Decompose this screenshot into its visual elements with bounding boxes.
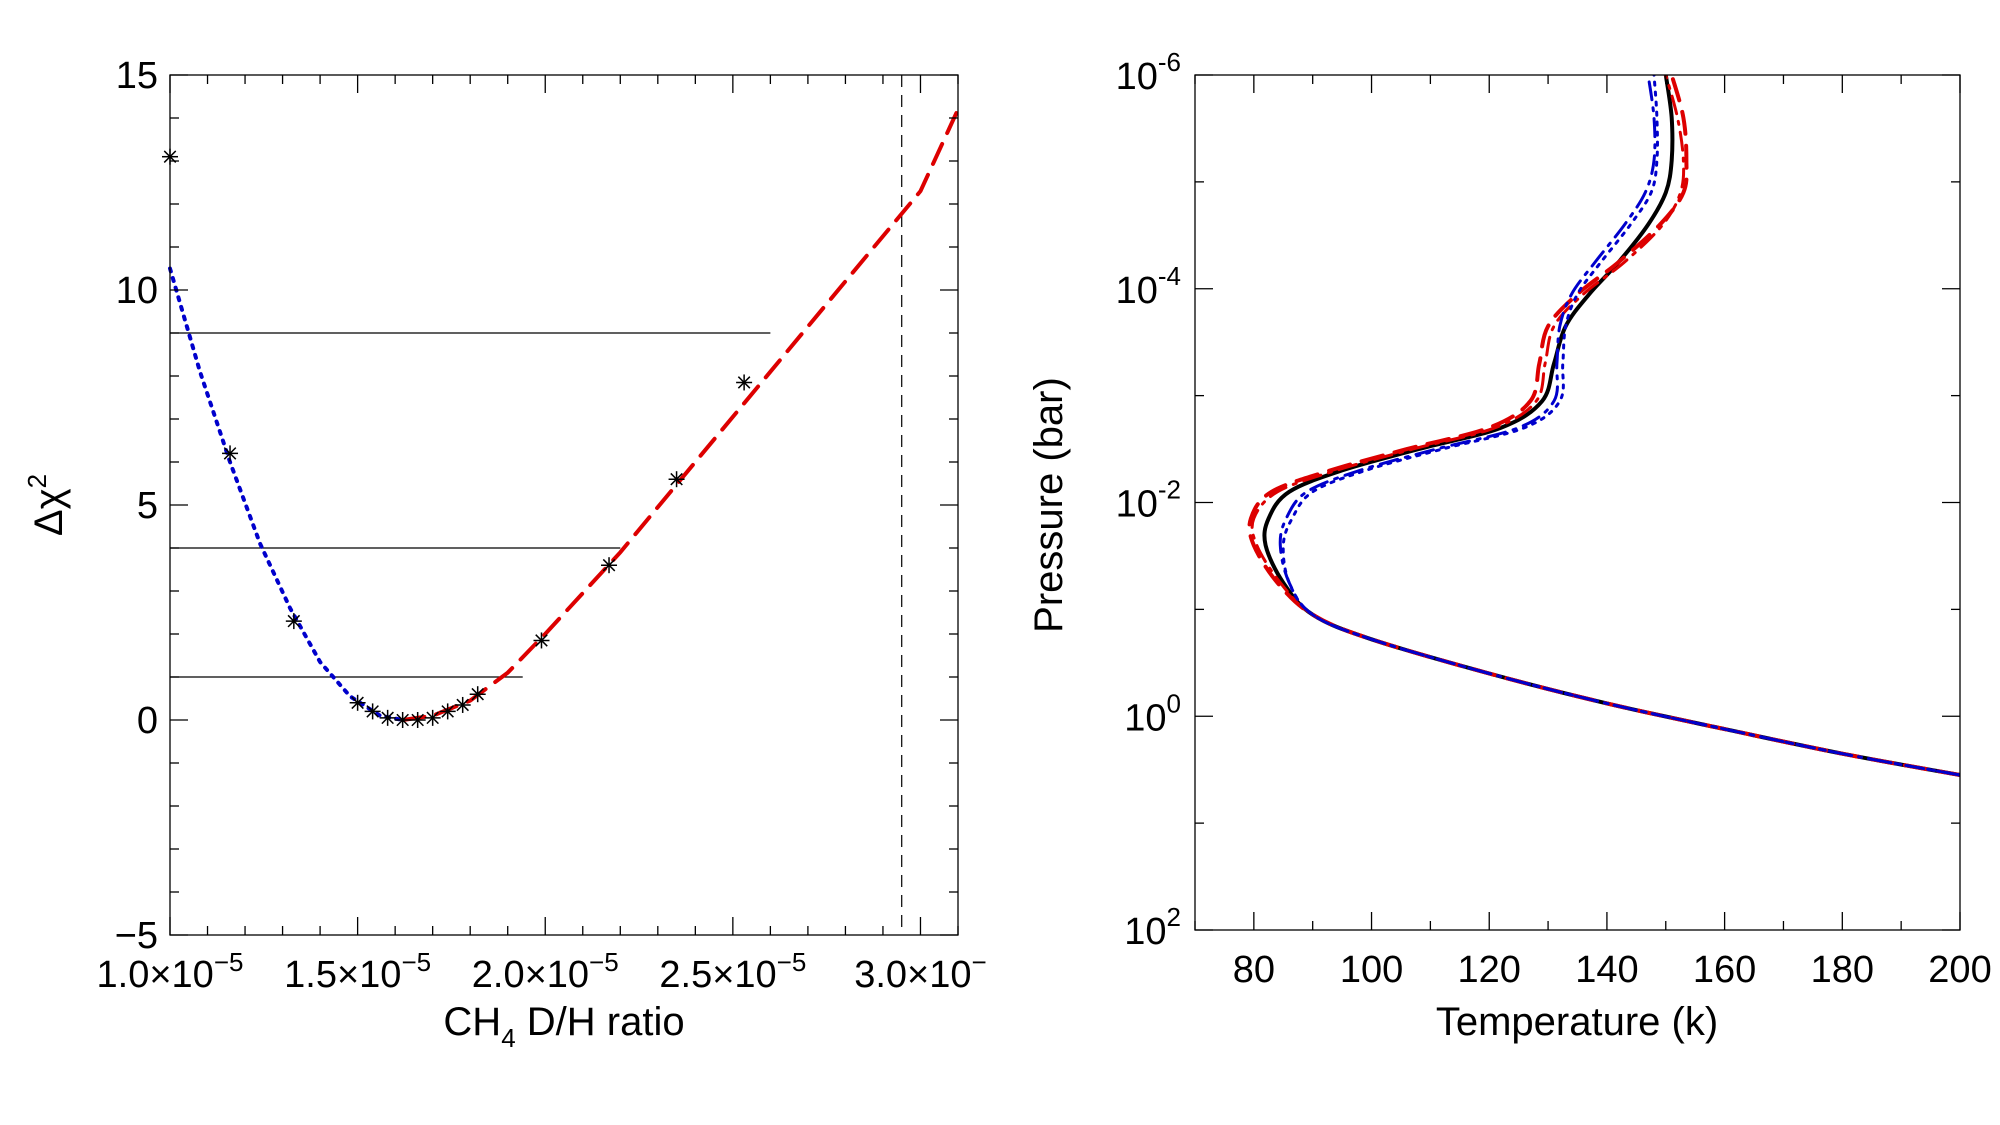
asterisk-stroke (287, 614, 301, 628)
data-point (668, 471, 685, 488)
x-tick-label: 1.5×10−5 (284, 947, 431, 996)
asterisk-stroke (223, 447, 237, 460)
y-tick-label: −5 (115, 915, 158, 957)
asterisk-stroke (456, 698, 469, 712)
x-tick-label: 100 (1340, 949, 1403, 991)
data-point (533, 632, 550, 649)
x-tick-label: 160 (1693, 949, 1756, 991)
x-tick-label: 80 (1233, 949, 1275, 991)
chi-square-y-axis-title: Δχ2 (22, 474, 71, 536)
data-point (364, 703, 381, 720)
profile-warm-dashed (1247, 75, 1960, 777)
x-tick-label: 2.5×10−5 (659, 947, 806, 996)
asterisk-stroke (737, 376, 751, 389)
y-tick-label: 10-6 (1116, 47, 1181, 98)
asterisk-stroke (411, 713, 424, 727)
asterisk-stroke (535, 634, 548, 647)
data-point (222, 445, 239, 462)
asterisk-stroke (351, 696, 364, 710)
x-tick-label: 120 (1458, 949, 1521, 991)
temperature-profile-y-tick-labels: 10-6 10-4 10-2 100 102 (1116, 47, 1181, 953)
fit-curve-upper (400, 107, 960, 722)
data-point (285, 613, 302, 630)
y-tick-label: 10-2 (1116, 475, 1181, 526)
asterisk-stroke (426, 711, 439, 725)
data-point (349, 694, 366, 711)
asterisk-stroke (441, 705, 454, 718)
temperature-curves (1247, 75, 1960, 777)
data-point (409, 712, 426, 728)
asterisk-stroke (670, 472, 683, 486)
chi-square-frame (169, 74, 959, 936)
data-point (394, 712, 411, 728)
y-tick-label: 0 (137, 700, 158, 742)
data-point (601, 557, 618, 574)
profile-cool-dash-dot (1278, 75, 1960, 777)
y-tick-label: 10-4 (1116, 261, 1181, 312)
chi-square-x-axis-title: CH4 D/H ratio (443, 1000, 684, 1053)
data-point (454, 696, 471, 713)
y-tick-label: 5 (137, 485, 158, 527)
asterisk-stroke (366, 705, 379, 718)
chi-square-ticks (169, 74, 959, 936)
profile-warm-dash-dot (1250, 75, 1960, 777)
chi-square-y-tick-labels: −5 0 5 10 15 (115, 55, 158, 957)
data-point (469, 686, 486, 703)
x-tick-label: 140 (1575, 949, 1638, 991)
temperature-profile-ticks (1194, 74, 1961, 931)
data-point (736, 374, 753, 391)
data-point (379, 709, 396, 726)
temperature-profile-plot-area (1247, 75, 1960, 777)
x-tick-label: 180 (1811, 949, 1874, 991)
temperature-axis-title: Temperature (k) (1436, 1000, 1718, 1044)
temperature-profile-frame (1194, 74, 1961, 931)
y-tick-label: 102 (1124, 902, 1181, 953)
x-tick-label: 200 (1928, 949, 1991, 991)
asterisk-stroke (381, 711, 394, 725)
asterisk-stroke (602, 558, 616, 572)
chi-square-x-tick-labels: 1.0×10−5 1.5×10−5 2.0×10−5 2.5×10−5 3.0×10− (97, 947, 987, 996)
temperature-profile-panel: 80 100 120 140 160 180 200 10-610-410-2100102 … (1027, 47, 1992, 1044)
data-point (424, 709, 441, 726)
y-tick-label: 100 (1124, 688, 1181, 739)
pressure-axis-title: Pressure (bar) (1027, 377, 1071, 633)
asterisk-stroke (396, 713, 409, 727)
profile-cool-dotted (1281, 75, 1960, 777)
data-point (439, 703, 456, 720)
fit-curve-lower (168, 266, 405, 722)
asterisk-stroke (471, 687, 484, 701)
y-tick-label: 10 (116, 270, 158, 312)
profile-best-fit (1262, 75, 1960, 777)
x-tick-label: 2.0×10−5 (472, 947, 619, 996)
x-tick-label: 3.0×10− (854, 947, 986, 996)
temperature-profile-x-tick-labels: 80 100 120 140 160 180 200 (1233, 949, 1992, 991)
y-tick-label: 15 (116, 55, 158, 97)
x-tick-label: 1.0×10−5 (97, 947, 244, 996)
chi-square-plot-area (162, 75, 960, 935)
chi-square-panel: 1.0×10−5 1.5×10−5 2.0×10−5 2.5×10−5 3.0×10− … (22, 55, 987, 1053)
